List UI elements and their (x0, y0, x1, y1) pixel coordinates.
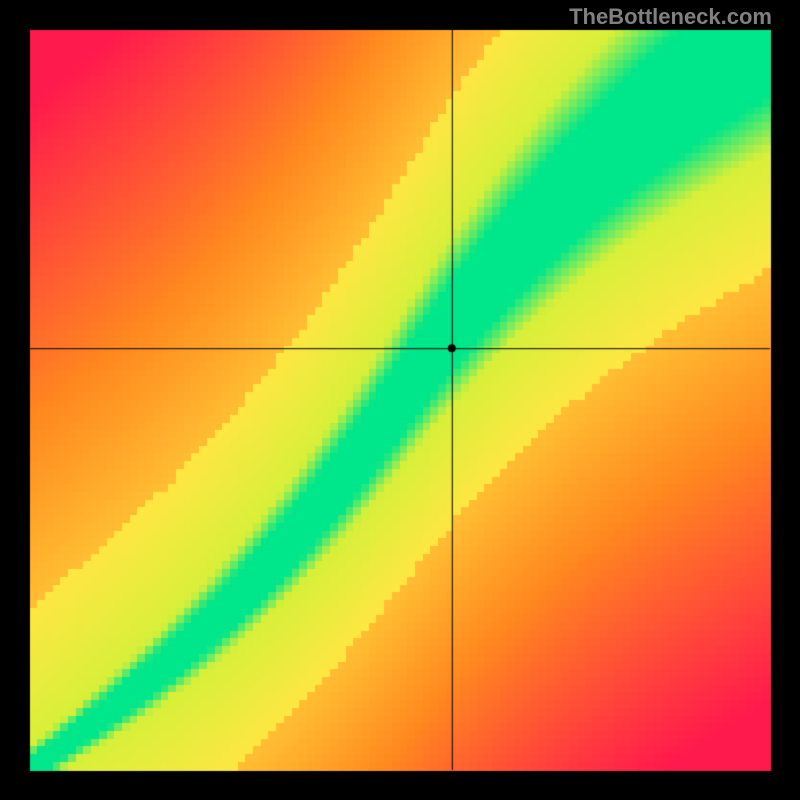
bottleneck-heatmap (0, 0, 800, 800)
watermark-text: TheBottleneck.com (569, 4, 772, 30)
